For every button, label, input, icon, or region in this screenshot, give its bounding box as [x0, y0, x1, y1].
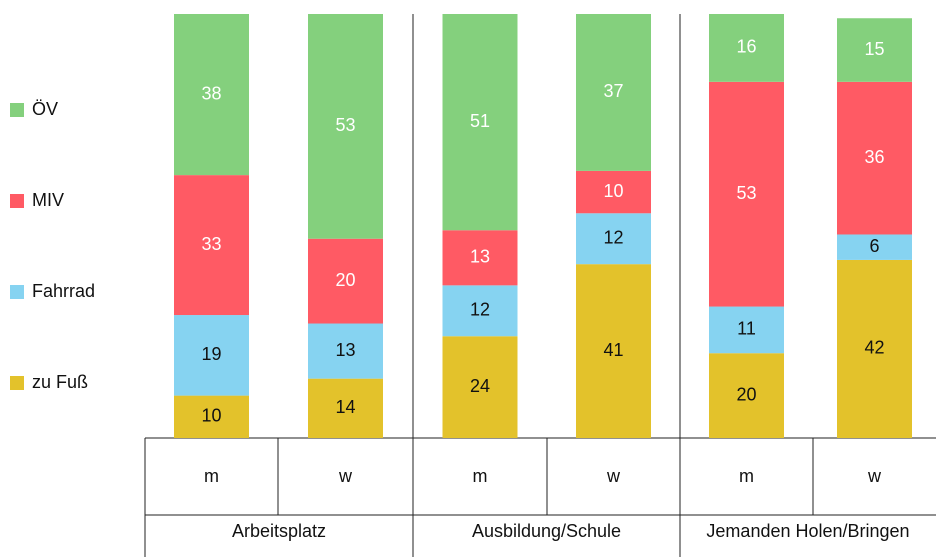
bar-segment — [709, 306, 784, 354]
data-label: 19 — [201, 344, 221, 364]
bar-segment — [576, 213, 651, 265]
legend-swatch — [10, 285, 24, 299]
bar-segment — [837, 81, 912, 235]
data-label: 20 — [736, 384, 756, 404]
data-label: 13 — [470, 247, 490, 267]
data-label: 33 — [201, 234, 221, 254]
bar-segment — [308, 378, 383, 438]
bar-segment — [837, 259, 912, 438]
bar-segment — [308, 323, 383, 379]
bar-segment — [576, 264, 651, 438]
bar-segment — [308, 14, 383, 239]
bar-segment — [576, 170, 651, 214]
legend-swatch — [10, 194, 24, 208]
data-label: 6 — [869, 236, 879, 256]
bar-segment — [709, 353, 784, 438]
bar-segment — [174, 14, 249, 176]
legend-label: ÖV — [32, 99, 58, 119]
bar-segment — [442, 336, 518, 438]
group-label: Ausbildung/Schule — [472, 521, 621, 541]
bar-segment — [174, 315, 249, 396]
data-label: 41 — [603, 340, 623, 360]
data-label: 16 — [736, 37, 756, 57]
data-label: 37 — [603, 81, 623, 101]
group-label: Jemanden Holen/Bringen — [706, 521, 909, 541]
legend-label: zu Fuß — [32, 372, 88, 392]
data-label: 12 — [470, 300, 490, 320]
bar-segment — [442, 285, 518, 337]
table-rules — [144, 14, 936, 557]
category-label: w — [867, 466, 882, 486]
bar-segment — [442, 14, 518, 231]
bar-segment — [174, 395, 249, 438]
data-label: 14 — [335, 397, 355, 417]
data-label: 53 — [335, 115, 355, 135]
data-label: 10 — [201, 406, 221, 426]
data-label: 15 — [864, 39, 884, 59]
category-label: w — [338, 466, 353, 486]
bar-segment — [308, 238, 383, 324]
bar-segment — [837, 234, 912, 260]
data-label: 24 — [470, 376, 490, 396]
data-label: 11 — [737, 319, 756, 339]
data-label: 51 — [470, 111, 490, 131]
bar-segment — [709, 14, 784, 82]
category-label: w — [606, 466, 621, 486]
data-label: 42 — [864, 338, 884, 358]
legend-label: Fahrrad — [32, 281, 95, 301]
data-label: 53 — [736, 183, 756, 203]
group-label: Arbeitsplatz — [232, 521, 326, 541]
data-label: 20 — [335, 270, 355, 290]
category-label: m — [204, 466, 219, 486]
bar-segment — [576, 14, 651, 171]
data-label: 38 — [201, 83, 221, 103]
category-label: m — [473, 466, 488, 486]
legend-swatch — [10, 376, 24, 390]
category-label: m — [739, 466, 754, 486]
data-label: 10 — [603, 181, 623, 201]
bar-segment — [837, 18, 912, 82]
data-label: 12 — [603, 227, 623, 247]
bar-segment — [174, 175, 249, 316]
data-label: 13 — [335, 340, 355, 360]
bar-segment — [709, 81, 784, 307]
legend-label: MIV — [32, 190, 64, 210]
legend-swatch — [10, 103, 24, 117]
data-label: 36 — [864, 147, 884, 167]
bar-segment — [442, 230, 518, 286]
